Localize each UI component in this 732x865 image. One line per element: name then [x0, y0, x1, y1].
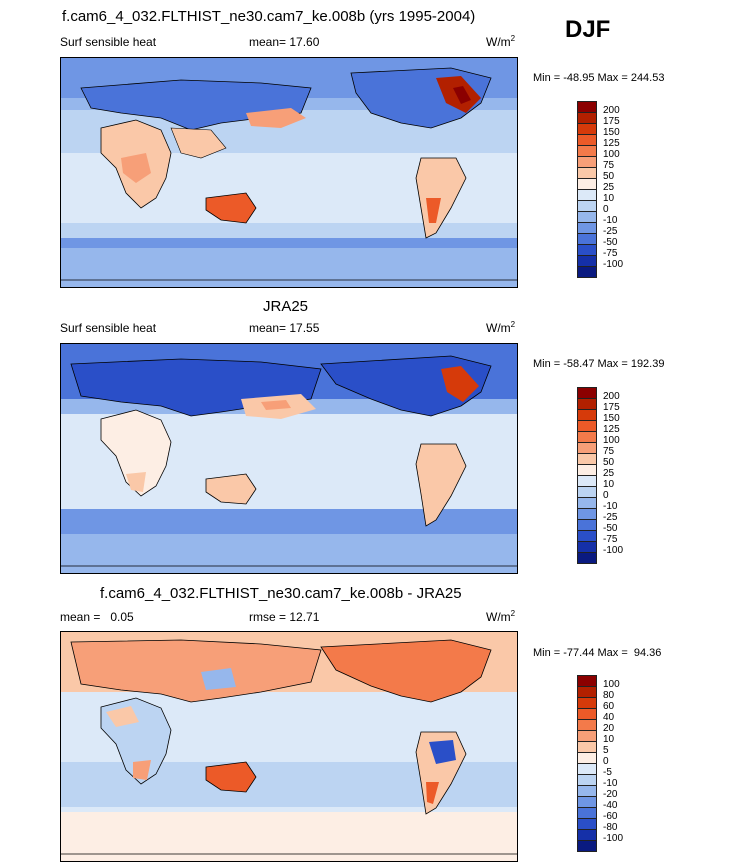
colorbar-tick-label: -100	[603, 545, 624, 556]
colorbar-tick-label: 125	[603, 424, 620, 435]
colorbar-tick-label: 50	[603, 457, 615, 468]
map-obs	[60, 343, 518, 574]
colorbar-tick-label: 10	[603, 193, 615, 204]
minmax-diff: Min = -77.44 Max = 94.36	[533, 647, 662, 659]
colorbar-tick-label: 175	[603, 402, 620, 413]
colorbar-tick-label: 10	[603, 479, 615, 490]
colorbar-tick-label: -75	[603, 534, 618, 545]
colorbar-tick-label: 25	[603, 182, 615, 193]
colorbar-tick-label: 0	[603, 204, 609, 215]
colorbar-tick-label: -20	[603, 789, 618, 800]
colorbar-cell	[577, 266, 597, 278]
units-label: W/m2	[486, 34, 516, 49]
colorbar-tick-label: -25	[603, 512, 618, 523]
map-diff-svg	[61, 632, 517, 861]
colorbar-tick-label: -60	[603, 811, 618, 822]
colorbar-tick-label: 200	[603, 105, 620, 116]
units-label: W/m2	[486, 320, 516, 335]
colorbar-tick-label: 0	[603, 490, 609, 501]
colorbar-model: 200 175 150 125 100 75 50 25 10 0 -10 -2…	[577, 101, 637, 281]
colorbar-cell	[577, 552, 597, 564]
mean-label: mean= 17.60	[249, 35, 320, 49]
colorbar-tick-label: 150	[603, 127, 620, 138]
colorbar-tick-label: -10	[603, 778, 618, 789]
colorbar-tick-label: 5	[603, 745, 609, 756]
colorbar-tick-label: 100	[603, 149, 620, 160]
map-obs-svg	[61, 344, 517, 573]
colorbar-tick-label: 175	[603, 116, 620, 127]
panel-title-obs: JRA25	[263, 298, 309, 315]
colorbar-tick-label: -25	[603, 226, 618, 237]
minmax-obs: Min = -58.47 Max = 192.39	[533, 358, 665, 370]
colorbar-tick-label: 40	[603, 712, 615, 723]
colorbar-tick-label: -10	[603, 215, 618, 226]
diff-mean-label: mean = 0.05	[60, 610, 134, 624]
colorbar-tick-label: 75	[603, 160, 615, 171]
colorbar-tick-label: -100	[603, 259, 624, 270]
colorbar-tick-label: 25	[603, 468, 615, 479]
colorbar-tick-label: 100	[603, 435, 620, 446]
colorbar-tick-label: -40	[603, 800, 618, 811]
colorbar-tick-label: -5	[603, 767, 612, 778]
colorbar-tick-label: -75	[603, 248, 618, 259]
colorbar-tick-label: 80	[603, 690, 615, 701]
colorbar-tick-label: 125	[603, 138, 620, 149]
colorbar-tick-label: 150	[603, 413, 620, 424]
colorbar-tick-label: 100	[603, 679, 620, 690]
colorbar-tick-label: 60	[603, 701, 615, 712]
variable-label: Surf sensible heat	[60, 321, 157, 335]
colorbar-tick-label: -10	[603, 501, 618, 512]
minmax-model: Min = -48.95 Max = 244.53	[533, 72, 665, 84]
colorbar-tick-label: 75	[603, 446, 615, 457]
colorbar-tick-label: 0	[603, 756, 609, 767]
season-label: DJF	[565, 16, 611, 43]
colorbar-tick-label: -100	[603, 833, 624, 844]
colorbar-cell	[577, 840, 597, 852]
colorbar-tick-label: -50	[603, 237, 618, 248]
mean-label: mean= 17.55	[249, 321, 320, 335]
map-diff	[60, 631, 518, 862]
units-label: W/m2	[486, 609, 516, 624]
map-model	[60, 57, 518, 288]
variable-label: Surf sensible heat	[60, 35, 157, 49]
colorbar-tick-label: -80	[603, 822, 618, 833]
colorbar-diff: 100 80 60 40 20 10 5 0 -5 -10 -20 -40 -6…	[577, 675, 637, 855]
rmse-label: rmse = 12.71	[249, 610, 320, 624]
colorbar-tick-label: 10	[603, 734, 615, 745]
colorbar-obs: 200 175 150 125 100 75 50 25 10 0 -10 -2…	[577, 387, 637, 567]
panel-title-diff: f.cam6_4_032.FLTHIST_ne30.cam7_ke.008b -…	[100, 585, 462, 602]
colorbar-tick-label: 200	[603, 391, 620, 402]
colorbar-tick-label: -50	[603, 523, 618, 534]
map-model-svg	[61, 58, 517, 287]
colorbar-tick-label: 20	[603, 723, 615, 734]
panel-title-model: f.cam6_4_032.FLTHIST_ne30.cam7_ke.008b (…	[62, 8, 476, 25]
colorbar-tick-label: 50	[603, 171, 615, 182]
